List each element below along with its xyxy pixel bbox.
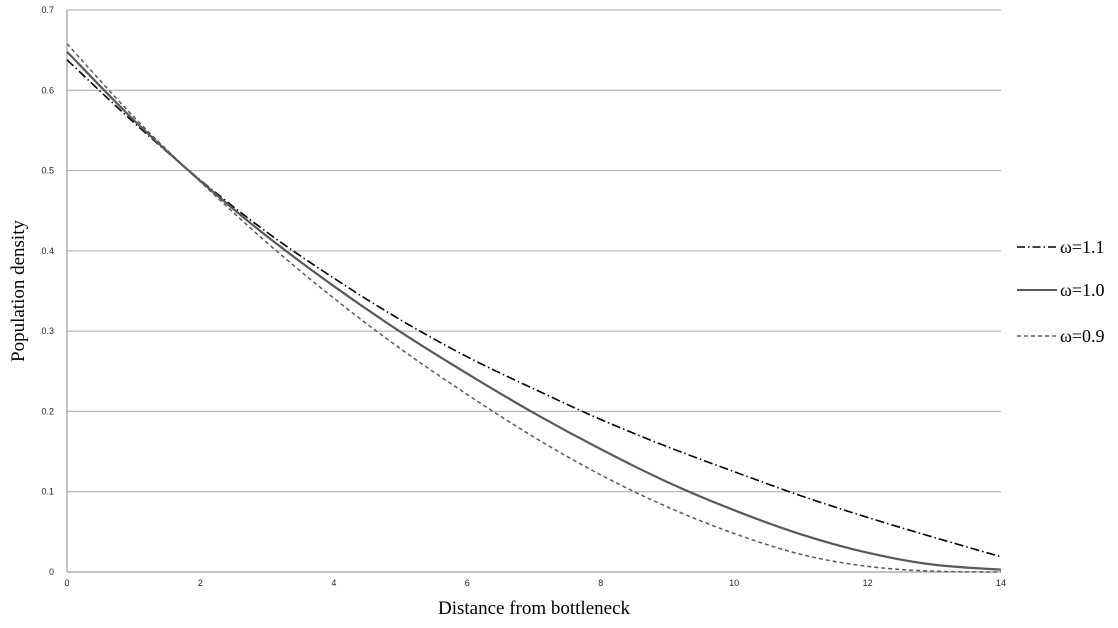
x-tick-label: 10 — [729, 578, 739, 588]
x-tick-label: 12 — [863, 578, 873, 588]
x-tick-labels: 0 2 4 6 8 10 12 14 — [64, 578, 1006, 588]
y-tick-label: 0.5 — [41, 166, 54, 176]
legend-entry-omega-1-0: ω=1.0 — [1017, 280, 1105, 300]
legend-label-omega-0-9: ω=0.9 — [1060, 326, 1105, 346]
legend-label-omega-1-0: ω=1.0 — [1060, 280, 1105, 300]
x-tick-label: 6 — [465, 578, 470, 588]
x-tick-label: 0 — [64, 578, 69, 588]
y-tick-labels: 0 0.1 0.2 0.3 0.4 0.5 0.6 0.7 — [41, 5, 54, 577]
x-tick-label: 4 — [331, 578, 336, 588]
series-line-2 — [66, 43, 1002, 573]
series-lines — [66, 43, 1002, 573]
x-tick-label: 14 — [996, 578, 1006, 588]
legend-label-omega-1-1: ω=1.1 — [1060, 237, 1105, 257]
gridlines — [67, 9, 1001, 493]
y-tick-label: 0.4 — [41, 246, 54, 256]
y-tick-label: 0.1 — [41, 487, 54, 497]
legend: ω=1.1 ω=1.0 ω=0.9 — [1017, 237, 1105, 346]
x-tick-label: 8 — [598, 578, 603, 588]
series-line-1 — [66, 50, 1002, 571]
axes — [66, 10, 1001, 573]
y-tick-label: 0.3 — [41, 326, 54, 336]
series-line-0 — [66, 59, 1002, 558]
y-axis-title: Population density — [8, 220, 29, 362]
x-tick-label: 2 — [198, 578, 203, 588]
legend-entry-omega-0-9: ω=0.9 — [1017, 326, 1105, 346]
legend-entry-omega-1-1: ω=1.1 — [1017, 237, 1105, 257]
y-tick-label: 0.2 — [41, 406, 54, 416]
y-tick-label: 0.6 — [41, 85, 54, 95]
x-axis-title: Distance from bottleneck — [438, 598, 631, 619]
y-tick-label: 0 — [49, 567, 54, 577]
y-tick-label: 0.7 — [41, 5, 54, 15]
